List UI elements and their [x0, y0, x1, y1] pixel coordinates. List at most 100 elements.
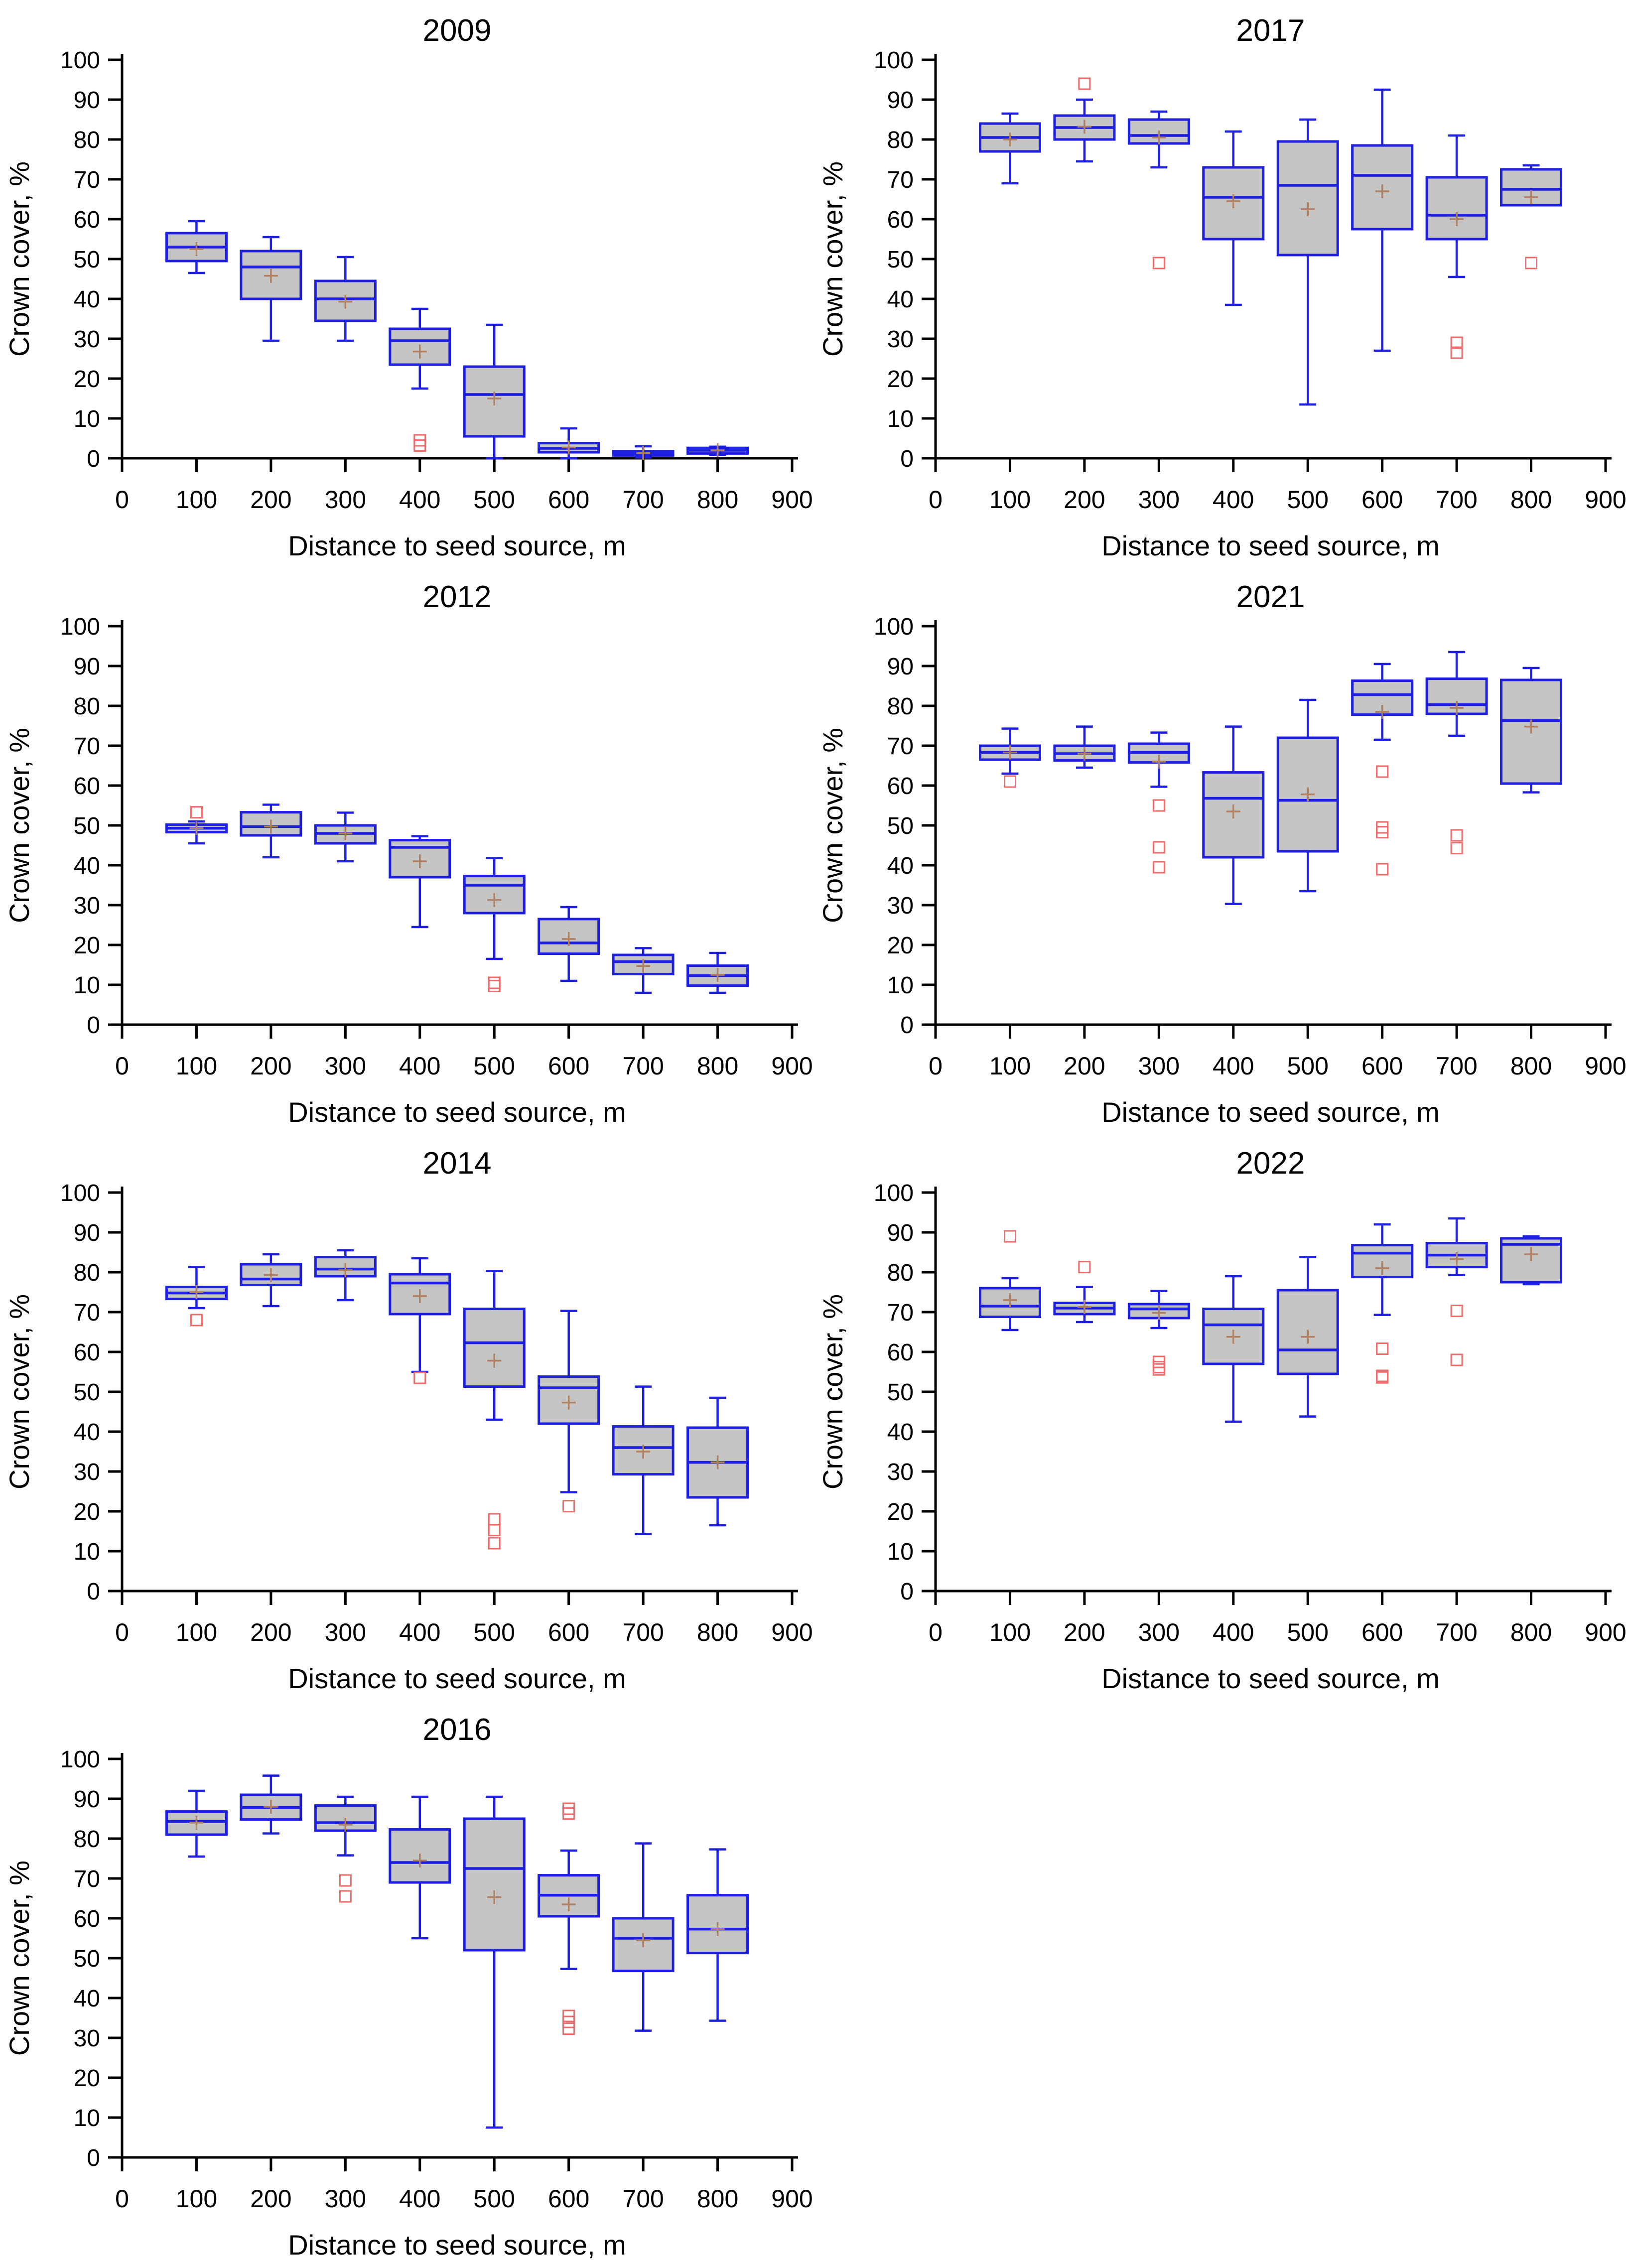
outlier-marker — [562, 1807, 575, 1820]
box-rect — [463, 1308, 526, 1388]
y-axis-label: Crown cover, % — [817, 728, 848, 923]
mean-marker — [1524, 719, 1538, 734]
outlier-marker — [1152, 861, 1165, 874]
whiskers — [1224, 130, 1242, 306]
whiskers — [262, 236, 279, 342]
mean-marker — [338, 1263, 353, 1277]
outlier-marker — [1152, 841, 1165, 854]
y-tick-label: 80 — [887, 127, 914, 153]
box-group-600m — [1351, 663, 1414, 876]
x-axis-label: Distance to seed source, m — [288, 1663, 626, 1694]
x-tick-label: 700 — [622, 2185, 664, 2213]
mean-marker — [189, 1816, 204, 1830]
y-axis-label: Crown cover, % — [3, 1861, 35, 2056]
y-tick-label: 60 — [74, 1906, 100, 1932]
y-tick-label: 0 — [900, 1012, 914, 1039]
y-tick-label: 50 — [74, 247, 100, 273]
mean-marker — [561, 1897, 576, 1911]
x-axis-label: Distance to seed source, m — [1101, 1096, 1440, 1128]
mean-marker — [487, 893, 502, 907]
mean-marker — [338, 826, 353, 840]
tick-labels: 0 10 20 30 40 50 60 70 80 90 100 0 100 200 300 400 500 60… — [874, 1180, 1627, 1646]
mean-marker — [412, 1854, 427, 1868]
whiskers — [262, 803, 279, 859]
y-tick-label: 30 — [74, 1459, 100, 1485]
mean-marker — [487, 392, 502, 405]
mean-marker — [1003, 133, 1017, 146]
mean-marker — [561, 932, 576, 946]
y-tick-label: 90 — [887, 1220, 914, 1246]
mean-marker — [189, 1285, 204, 1299]
box-group-800m — [686, 1848, 749, 2022]
whiskers — [188, 1789, 205, 1858]
panel-2012: 2012 0 10 20 30 40 50 60 70 80 90 100 0 100 200 300 400 5… — [0, 566, 814, 1133]
x-tick-label: 400 — [399, 486, 440, 514]
mean-marker — [710, 968, 725, 982]
x-tick-label: 0 — [929, 1052, 943, 1080]
box-rect — [1276, 140, 1339, 257]
whiskers — [635, 947, 652, 994]
x-axis-label: Distance to seed source, m — [1101, 530, 1440, 561]
chart-title: 2017 — [1236, 13, 1305, 48]
y-tick-label: 100 — [60, 614, 100, 640]
box-group-500m — [1276, 118, 1339, 406]
y-tick-label: 60 — [887, 1339, 914, 1366]
outlier-marker — [1376, 1371, 1389, 1384]
box-group-600m — [1351, 88, 1414, 352]
x-tick-label: 800 — [1510, 1618, 1552, 1646]
y-tick-label: 40 — [887, 286, 914, 313]
x-tick-label: 100 — [176, 486, 217, 514]
x-tick-label: 600 — [1361, 486, 1403, 514]
x-tick-label: 800 — [1510, 486, 1552, 514]
x-tick-label: 900 — [1585, 486, 1626, 514]
outlier-marker — [1152, 1363, 1165, 1376]
mean-marker — [710, 1455, 725, 1469]
y-tick-label: 70 — [74, 733, 100, 760]
x-axis-label: Distance to seed source, m — [288, 530, 626, 561]
box-rect — [1351, 1244, 1414, 1279]
x-tick-label: 100 — [989, 1052, 1031, 1080]
y-tick-label: 50 — [887, 1379, 914, 1406]
x-tick-label: 200 — [1064, 1052, 1105, 1080]
box-group-500m — [463, 1795, 526, 2129]
outlier-marker — [339, 1890, 352, 1903]
box-group-400m — [389, 307, 451, 452]
y-axis-label: Crown cover, % — [3, 728, 35, 923]
box-group-600m — [538, 1310, 600, 1513]
whiskers — [262, 1253, 279, 1308]
y-tick-label: 20 — [887, 366, 914, 393]
y-tick-label: 40 — [887, 1419, 914, 1446]
whiskers — [411, 307, 428, 390]
x-tick-label: 500 — [474, 1618, 515, 1646]
whiskers — [486, 857, 503, 960]
whiskers — [1001, 1277, 1019, 1332]
y-tick-label: 0 — [87, 1579, 100, 1605]
y-tick-label: 50 — [887, 247, 914, 273]
y-tick-label: 60 — [74, 773, 100, 800]
tick-labels: 0 10 20 30 40 50 60 70 80 90 100 0 100 200 300 400 500 60… — [60, 47, 813, 514]
y-tick-label: 10 — [74, 972, 100, 999]
outlier-marker — [488, 976, 501, 989]
y-tick-label: 30 — [74, 326, 100, 353]
mean-marker — [264, 268, 278, 283]
box-rect — [612, 1917, 675, 1973]
y-tick-label: 50 — [74, 1946, 100, 1972]
box-group-100m — [978, 1230, 1041, 1332]
outlier-marker — [562, 2015, 575, 2028]
y-tick-label: 60 — [74, 207, 100, 233]
outlier-marker — [1450, 1305, 1463, 1318]
x-tick-label: 800 — [1510, 1052, 1552, 1080]
mean-marker — [1077, 747, 1091, 761]
whiskers — [709, 1396, 726, 1527]
outlier-marker — [488, 1524, 501, 1537]
outlier-marker — [339, 1874, 352, 1887]
y-tick-label: 20 — [887, 933, 914, 959]
x-tick-label: 400 — [399, 1618, 440, 1646]
y-tick-label: 80 — [74, 127, 100, 153]
chart-title: 2014 — [423, 1146, 492, 1181]
mean-marker — [1152, 755, 1166, 769]
box-group-700m — [1425, 651, 1488, 855]
y-tick-label: 70 — [74, 1300, 100, 1326]
mean-marker — [1226, 1330, 1240, 1344]
x-tick-label: 600 — [548, 486, 589, 514]
